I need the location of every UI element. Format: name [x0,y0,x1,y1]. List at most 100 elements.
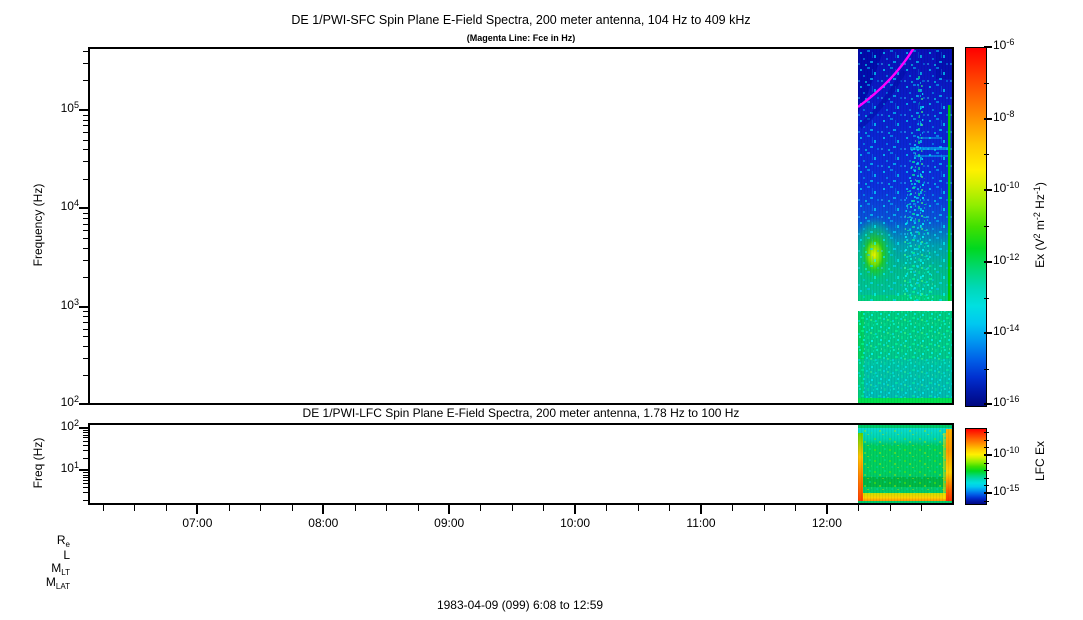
sfc-colorbar-minor-tick [984,154,989,156]
sfc-colorbar-label: Ex (V2 m-2 Hz-1) [1032,182,1047,268]
x-axis-tick-label: 07:00 [182,516,213,530]
sfc-y-minor-tick [83,139,89,141]
lfc-y-minor-tick [83,450,89,452]
ephemeris-label-l: L [63,548,70,562]
sfc-colorbar-tick-label: 10-16 [993,394,1020,410]
sfc-y-minor-tick [83,217,89,219]
lfc-y-minor-tick [83,476,89,478]
lfc-colorbar-label: LFC Ex [1033,441,1047,482]
x-axis-minor-tick [165,505,167,511]
sfc-plot-title: DE 1/PWI-SFC Spin Plane E-Field Spectra,… [291,13,751,27]
lfc-y-tick-label: 101 [60,460,79,476]
sfc-y-minor-tick [83,336,89,338]
lfc-y-minor-tick [83,440,89,442]
sfc-y-tick-label: 105 [60,100,79,116]
sfc-colorbar-major-tick [984,403,992,405]
sfc-colorbar-major-tick [984,332,992,335]
sfc-y-minor-tick [83,316,89,318]
x-axis-minor-tick [323,505,325,511]
lfc-y-major-tick [79,427,89,429]
lfc-colorbar [965,428,987,505]
lfc-colorbar-minor-tick [984,432,989,434]
x-axis-minor-tick [197,505,199,511]
x-axis-minor-tick [480,505,482,511]
sfc-y-axis-label: Frequency (Hz) [31,183,45,267]
sfc-y-minor-tick [83,328,89,330]
lfc-spectrogram-plot [88,423,954,505]
lfc-y-minor-tick [83,487,89,489]
sfc-y-major-tick [79,207,89,210]
x-axis-minor-tick [669,505,671,511]
lfc-colorbar-major-tick [984,492,992,494]
x-axis-minor-tick [795,505,797,511]
sfc-colorbar-minor-tick [984,226,989,227]
x-axis-minor-tick [921,505,923,511]
sfc-y-minor-tick [83,50,89,52]
x-axis-minor-tick [606,505,608,511]
sfc-colorbar-tick-label: 10-14 [993,323,1020,339]
sfc-y-minor-tick [83,277,89,279]
sfc-colorbar-minor-tick [984,82,989,84]
lfc-colorbar-minor-tick [984,485,989,487]
sfc-y-minor-tick [83,119,89,121]
x-axis-minor-tick [889,505,891,511]
lfc-colorbar-major-tick [984,454,992,456]
sfc-y-minor-tick [83,259,89,261]
x-axis-minor-tick [637,505,639,511]
lfc-colorbar-tick-label: 10-10 [993,445,1020,461]
sfc-y-minor-tick [83,149,89,151]
x-axis-minor-tick [700,505,702,511]
lfc-y-minor-tick [83,472,89,474]
sfc-y-minor-tick [83,131,89,133]
lfc-colorbar-minor-tick [984,477,989,479]
x-axis-minor-tick [858,505,860,511]
x-axis-tick-label: 10:00 [560,516,591,530]
ephemeris-label-mlat: MLAT [45,575,70,591]
sfc-colorbar-minor-tick [984,369,989,371]
x-axis-tick-label: 08:00 [308,516,339,530]
sfc-y-tick-label: 103 [60,296,79,312]
sfc-spectrogram-plot [88,47,954,405]
lfc-spectrogram-data [858,425,952,503]
sfc-y-minor-tick [83,212,89,214]
x-axis-tick-label: 11:00 [686,516,716,530]
sfc-colorbar-major-tick [984,189,992,192]
lfc-y-minor-tick [83,479,89,481]
sfc-y-minor-tick [83,161,89,163]
lfc-y-minor-tick [83,457,89,459]
x-axis-tick-label: 09:00 [434,516,465,530]
sfc-y-minor-tick [83,114,89,116]
sfc-y-minor-tick [83,375,89,377]
fce-line [858,49,915,108]
x-axis-minor-tick [448,505,450,511]
sfc-y-minor-tick [83,358,89,360]
sfc-y-major-tick [79,109,89,111]
x-axis-minor-tick [102,505,104,511]
sfc-y-tick-label: 104 [60,198,79,214]
lfc-y-minor-tick [83,499,89,501]
sfc-colorbar-minor-tick [984,297,989,299]
sfc-upper-band [858,49,952,301]
sfc-colorbar-tick-label: 10-6 [993,37,1015,53]
sfc-colorbar-major-tick [984,117,992,120]
lfc-colorbar-tick-label: 10-15 [993,483,1020,499]
sfc-colorbar [965,47,987,407]
x-axis-minor-tick [354,505,356,511]
sfc-y-minor-tick [83,345,89,347]
lfc-y-minor-tick [83,437,89,439]
sfc-y-major-tick [79,403,89,405]
sfc-y-minor-tick [83,223,89,225]
lfc-colorbar-minor-tick [984,470,989,472]
x-axis-minor-tick [417,505,419,511]
sfc-colorbar-tick-label: 10-12 [993,251,1020,267]
sfc-y-minor-tick [83,125,89,127]
sfc-y-minor-tick [83,80,89,82]
x-axis-minor-tick [511,505,513,511]
lfc-y-minor-tick [83,432,89,434]
x-axis-minor-tick [291,505,293,511]
lfc-y-minor-tick [83,483,89,484]
lfc-colorbar-minor-tick [984,447,989,449]
sfc-y-minor-tick [83,311,89,313]
lfc-y-minor-tick [83,430,89,431]
date-range-label: 1983-04-09 (099) 6:08 to 12:59 [436,598,604,612]
